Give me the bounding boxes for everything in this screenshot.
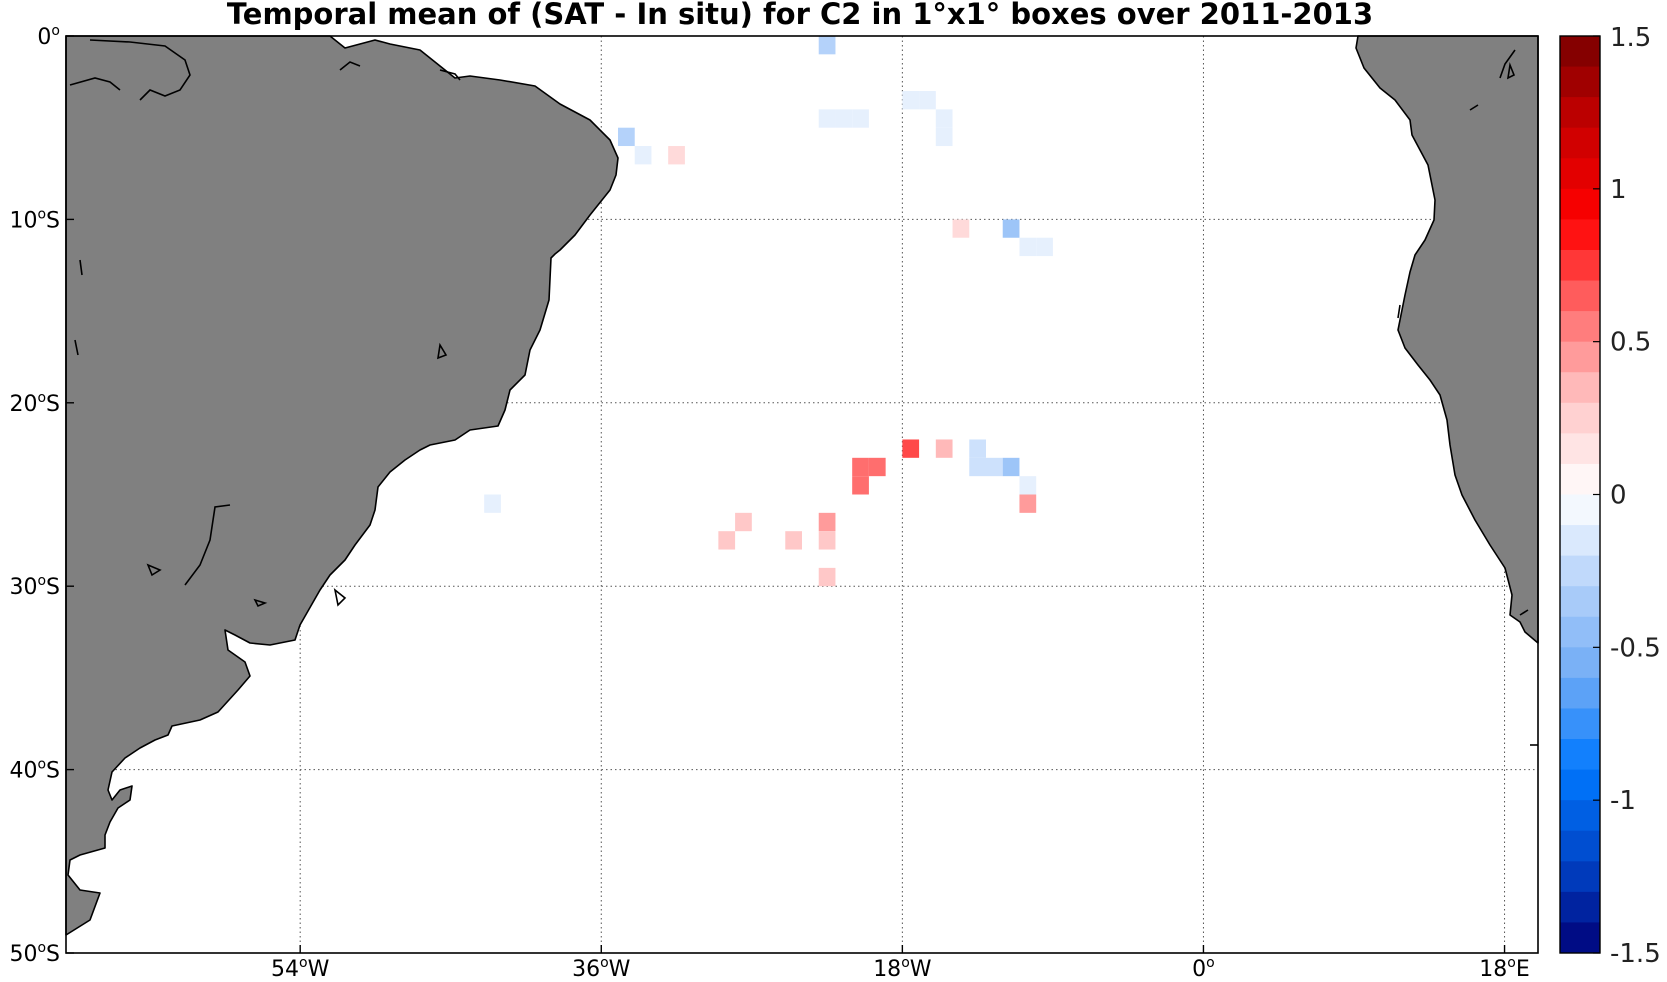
data-cell [735,512,752,532]
data-cell [868,457,886,477]
colorbar-tick-label: -1 [1610,786,1636,816]
data-cell [1019,494,1037,513]
lon-tick-label: 54oW [271,955,330,982]
data-cell [935,127,953,147]
data-cell [1019,237,1037,257]
land-africa [1355,35,1539,644]
colorbar-segment [1560,188,1600,220]
colorbar-segment [1560,800,1600,832]
data-cell [852,476,869,495]
data-cell [935,109,953,128]
lon-tick-label: 0o [1192,955,1215,982]
colorbar-segment [1560,525,1600,557]
colorbar-ticks: 1.5 1 0.5 0 -0.5 -1 -1.5 [1593,23,1661,969]
data-cell [852,457,869,477]
data-cell [1019,476,1037,495]
colorbar-segment [1560,463,1600,495]
latitude-ticks: 0o 10oS 20oS 30oS 40oS 50oS [9,23,74,967]
data-cell [818,109,836,128]
colorbar-segment [1560,739,1600,771]
data-cell [852,109,869,128]
colorbar-tick-label: -1.5 [1610,939,1661,969]
colorbar-segment [1560,158,1600,190]
colorbar-segment [1560,922,1600,954]
map-plot-area [65,35,1539,954]
data-cell [969,439,986,458]
land-south-america [65,35,619,936]
data-cell [818,531,836,550]
lon-tick-label: 18oW [873,955,932,982]
data-cells [484,36,1053,587]
longitude-ticks: 54oW 36oW 18oW 0o 18oE [271,945,1530,982]
colorbar-segment [1560,36,1600,68]
data-cell [919,91,936,110]
lon-tick-label: 36oW [572,955,631,982]
colorbar-segment [1560,66,1600,98]
data-cell [902,439,920,458]
map-frame [65,35,1539,954]
colorbar-segment [1560,586,1600,618]
colorbar-segment [1560,341,1600,373]
colorbar-tick-label: 0.5 [1610,328,1651,358]
data-cell [1036,237,1053,257]
lon-tick-label: 18oE [1479,955,1529,982]
colorbar-segment [1560,677,1600,709]
colorbar-segment [1560,433,1600,465]
colorbar-tick-label: 1.5 [1610,23,1651,53]
colorbar-segment [1560,616,1600,648]
lat-tick-label: 10oS [9,206,60,233]
data-cell [1002,457,1020,477]
data-cell [1002,219,1020,238]
colorbar-segment [1560,769,1600,801]
data-cell [986,457,1003,477]
colorbar-segment [1560,372,1600,404]
lat-tick-label: 20oS [9,390,60,417]
data-cell [618,127,635,147]
data-cell [484,494,501,513]
data-cell [785,531,802,550]
colorbar-segment [1560,830,1600,862]
coastline-details [69,39,1538,746]
data-cell [935,439,953,458]
colorbar-segment [1560,494,1600,526]
data-cell [818,512,836,532]
colorbar-tick-label: 0 [1610,481,1627,511]
colorbar-segment [1560,249,1600,282]
colorbar-segment [1560,402,1600,434]
colorbar-segment [1560,861,1600,893]
lat-tick-label: 50oS [9,940,60,967]
lat-tick-label: 30oS [9,573,60,600]
colorbar-segment [1560,127,1600,159]
map-title: Temporal mean of (SAT - In situ) for C2 … [227,0,1373,31]
lat-tick-label: 0o [37,23,60,50]
data-cell [952,219,970,238]
colorbar-segment [1560,708,1600,740]
colorbar-segment [1560,647,1600,679]
colorbar: 1.5 1 0.5 0 -0.5 -1 -1.5 [1559,23,1661,969]
data-cell [718,531,736,550]
data-cell [634,146,652,165]
colorbar-segments [1560,36,1600,954]
colorbar-segment [1560,97,1600,129]
colorbar-segment [1560,280,1600,312]
data-cell [835,109,853,128]
data-cell [818,567,836,587]
data-cell [969,457,986,477]
colorbar-segment [1560,311,1600,343]
colorbar-segment [1560,555,1600,587]
data-cell [902,91,920,110]
colorbar-tick-label: 1 [1610,175,1627,205]
data-cell [818,36,836,55]
data-cell [668,146,685,165]
colorbar-segment [1560,219,1600,251]
colorbar-tick-label: -0.5 [1610,633,1661,663]
colorbar-segment [1560,891,1600,923]
lat-tick-label: 40oS [9,757,60,784]
